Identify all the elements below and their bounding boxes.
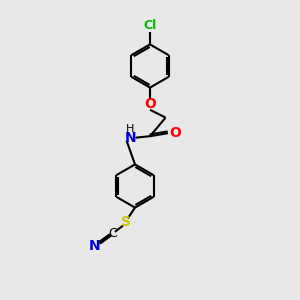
Text: O: O bbox=[144, 98, 156, 111]
Text: H: H bbox=[126, 124, 135, 134]
Text: S: S bbox=[121, 215, 131, 229]
Text: N: N bbox=[89, 239, 100, 253]
Text: O: O bbox=[169, 126, 181, 140]
Text: C: C bbox=[108, 227, 117, 240]
Text: Cl: Cl bbox=[143, 19, 157, 32]
Text: N: N bbox=[125, 131, 136, 145]
